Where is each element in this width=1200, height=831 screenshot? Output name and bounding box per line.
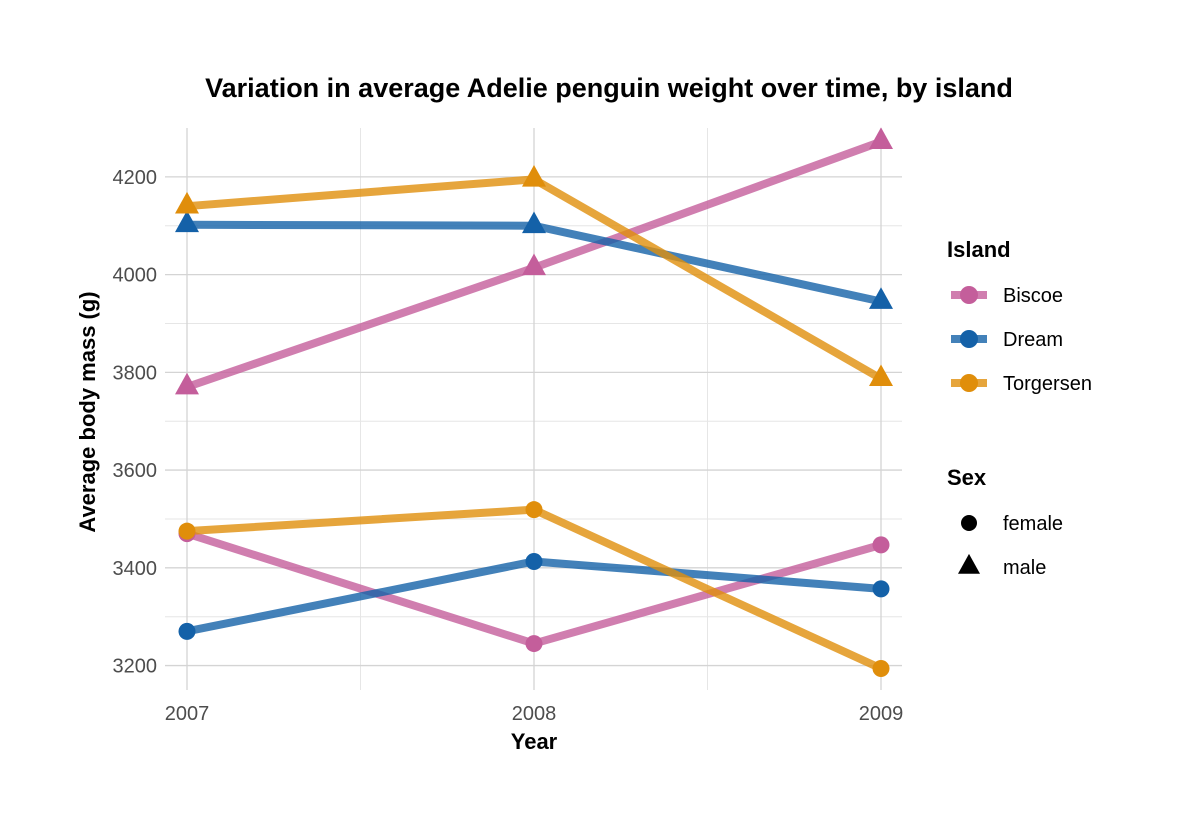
y-tick-label: 3800 [113, 362, 158, 384]
y-tick-label: 4200 [113, 167, 158, 189]
legend-key-point-biscoe [960, 286, 978, 304]
legend-label-biscoe: Biscoe [1003, 285, 1063, 307]
data-point-torgersen-female [872, 659, 890, 677]
legend-title-sex: Sex [947, 465, 987, 490]
legend-title-island: Island [947, 237, 1011, 262]
data-point-dream-female [872, 580, 890, 598]
legend-key-point-torgersen [960, 374, 978, 392]
grid [165, 128, 902, 690]
data-point-torgersen-female [178, 522, 196, 540]
data-point-torgersen-male [175, 191, 199, 214]
data-point-dream-female [525, 552, 543, 570]
data-point-biscoe-male [175, 372, 199, 395]
y-tick-label: 4000 [113, 265, 158, 287]
x-axis-title: Year [511, 729, 558, 754]
x-tick-label: 2007 [165, 703, 210, 725]
x-tick-label: 2008 [512, 703, 557, 725]
legend-label-dream: Dream [1003, 329, 1063, 351]
data-point-dream-male [869, 287, 893, 309]
x-axis-ticks: 2007 2008 2009 [165, 703, 904, 725]
data-point-torgersen-male [869, 364, 893, 387]
data-point-biscoe-female [525, 635, 543, 653]
data-point-biscoe-male [522, 253, 546, 276]
y-axis-ticks: 3200 3400 3600 3800 4000 4200 [113, 167, 158, 678]
legend: Island Biscoe Dream Torgersen Sex female male [947, 237, 1092, 579]
y-tick-label: 3400 [113, 558, 158, 580]
y-tick-label: 3600 [113, 460, 158, 482]
data-point-biscoe-male [869, 127, 893, 150]
legend-key-male-triangle [958, 553, 980, 574]
x-tick-label: 2009 [859, 703, 904, 725]
data-point-torgersen-female [525, 501, 543, 519]
data-point-biscoe-female [872, 536, 890, 554]
legend-label-torgersen: Torgersen [1003, 373, 1092, 395]
data-point-dream-male [522, 211, 546, 234]
data-point-dream-female [178, 622, 196, 640]
legend-label-male: male [1003, 557, 1046, 579]
data-point-torgersen-male [522, 165, 546, 187]
y-tick-label: 3200 [113, 656, 158, 678]
legend-label-female: female [1003, 513, 1063, 535]
data-point-dream-male [175, 210, 199, 233]
series-points [175, 127, 893, 677]
chart-title: Variation in average Adelie penguin weig… [205, 73, 1013, 103]
y-axis-title: Average body mass (g) [75, 291, 100, 532]
legend-key-female-circle [961, 515, 977, 531]
legend-key-point-dream [960, 330, 978, 348]
